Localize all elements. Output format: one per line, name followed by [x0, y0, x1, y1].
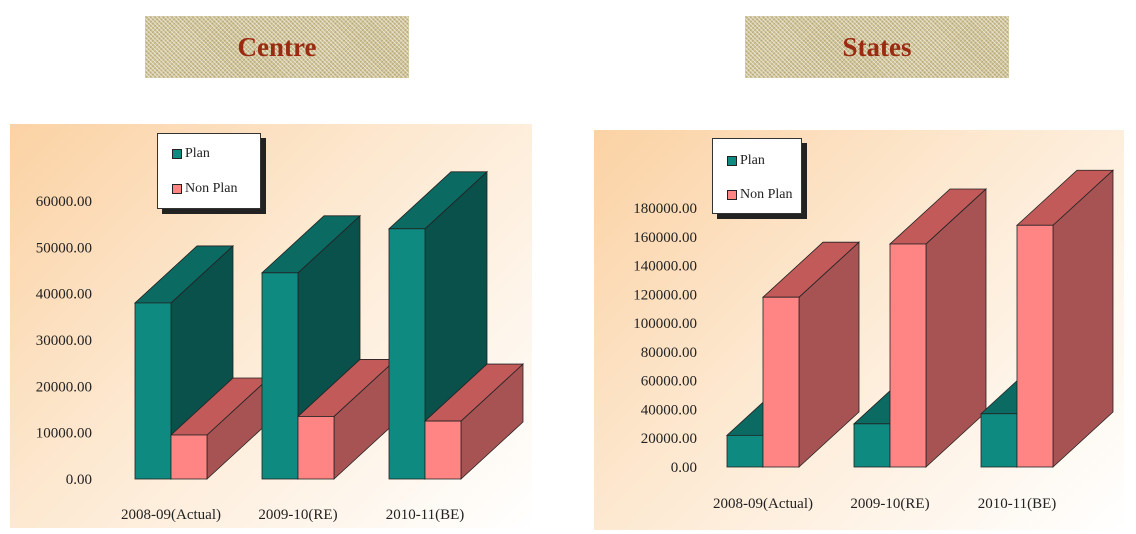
plan-bar: [261, 272, 299, 480]
plan-bar: [980, 413, 1018, 468]
states-banner-title: States: [842, 31, 912, 62]
x-category-label: 2010-11(BE): [386, 507, 465, 523]
y-tick-label: 160000.00: [633, 230, 697, 246]
x-category-label: 2009-10(RE): [258, 507, 337, 523]
legend-item-plan: Plan: [172, 146, 210, 162]
non-plan-bar: [297, 416, 335, 480]
states-banner: States: [745, 16, 1009, 78]
legend-label-non-plan: Non Plan: [740, 187, 793, 202]
non-plan-bar: [762, 296, 800, 468]
states-legend: Plan Non Plan: [712, 138, 802, 214]
y-tick-label: 80000.00: [641, 345, 697, 361]
centre-banner-title: Centre: [237, 31, 317, 62]
plan-bar: [388, 228, 426, 480]
y-tick-label: 20000.00: [641, 431, 697, 447]
y-tick-label: 60000.00: [36, 194, 92, 210]
y-tick-label: 40000.00: [36, 287, 92, 303]
y-tick-label: 120000.00: [633, 287, 697, 303]
plan-bar: [134, 302, 172, 480]
non-plan-bar: [424, 420, 462, 480]
non-plan-bar: [1016, 224, 1054, 468]
non-plan-swatch: [172, 184, 182, 194]
plan-bar: [726, 434, 764, 468]
plan-bar: [853, 423, 891, 468]
y-tick-label: 0.00: [671, 460, 697, 476]
y-tick-label: 50000.00: [36, 240, 92, 256]
centre-chart: 0.00 10000.00 20000.00 30000.00 40000.00 5000…: [36, 170, 525, 523]
x-category-label: 2008-09(Actual): [121, 507, 221, 523]
y-tick-label: 10000.00: [36, 426, 92, 442]
non-plan-bar: [170, 434, 208, 480]
centre-chart-panel: 0.00 10000.00 20000.00 30000.00 40000.00 5000…: [10, 124, 532, 528]
states-chart: 0.00 20000.00 40000.00 60000.00 80000.00 1000…: [633, 169, 1115, 512]
states-chart-panel: 0.00 20000.00 40000.00 60000.00 80000.00 1000…: [594, 130, 1124, 530]
legend-label-plan: Plan: [740, 153, 765, 168]
plan-swatch: [727, 156, 737, 166]
legend-label-plan: Plan: [185, 146, 210, 161]
y-tick-label: 100000.00: [633, 316, 697, 332]
legend-item-non-plan: Non Plan: [727, 187, 793, 203]
x-category-label: 2010-11(BE): [978, 496, 1057, 512]
legend-item-plan: Plan: [727, 153, 765, 169]
non-plan-swatch: [727, 190, 737, 200]
x-category-label: 2008-09(Actual): [713, 496, 813, 512]
legend-item-non-plan: Non Plan: [172, 181, 238, 197]
x-category-label: 2009-10(RE): [850, 496, 929, 512]
centre-banner: Centre: [145, 16, 409, 78]
y-tick-label: 40000.00: [641, 402, 697, 418]
y-tick-label: 30000.00: [36, 333, 92, 349]
y-tick-label: 60000.00: [641, 374, 697, 390]
y-tick-label: 20000.00: [36, 379, 92, 395]
non-plan-bar: [889, 243, 927, 468]
y-tick-label: 180000.00: [633, 201, 697, 217]
y-tick-label: 140000.00: [633, 259, 697, 275]
y-tick-label: 0.00: [66, 472, 92, 488]
plan-swatch: [172, 149, 182, 159]
legend-label-non-plan: Non Plan: [185, 181, 238, 196]
centre-legend: Plan Non Plan: [157, 133, 261, 209]
